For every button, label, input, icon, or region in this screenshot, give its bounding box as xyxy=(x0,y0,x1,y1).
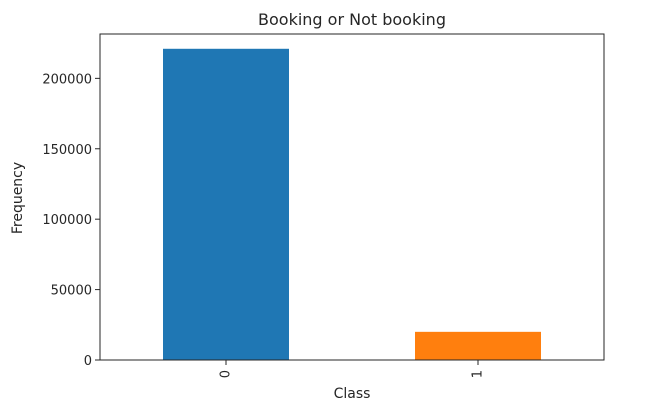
x-axis-label: Class xyxy=(334,386,371,402)
chart-title: Booking or Not booking xyxy=(258,10,446,29)
y-tick-label: 100000 xyxy=(42,213,92,228)
plot-area: 0 50000 100000 150000 200000 0 1 xyxy=(42,33,605,378)
plot-frame xyxy=(99,33,605,361)
x-tick-label-1: 1 xyxy=(471,370,486,378)
bar-0 xyxy=(163,48,289,360)
y-tick-label: 0 xyxy=(84,354,92,369)
y-axis-label: Frequency xyxy=(10,162,26,234)
y-tick-label: 200000 xyxy=(42,72,92,87)
y-tick-label: 150000 xyxy=(42,143,92,158)
y-tick-label: 50000 xyxy=(51,284,92,299)
bar-1 xyxy=(415,331,541,360)
x-tick-label-0: 0 xyxy=(219,370,234,378)
